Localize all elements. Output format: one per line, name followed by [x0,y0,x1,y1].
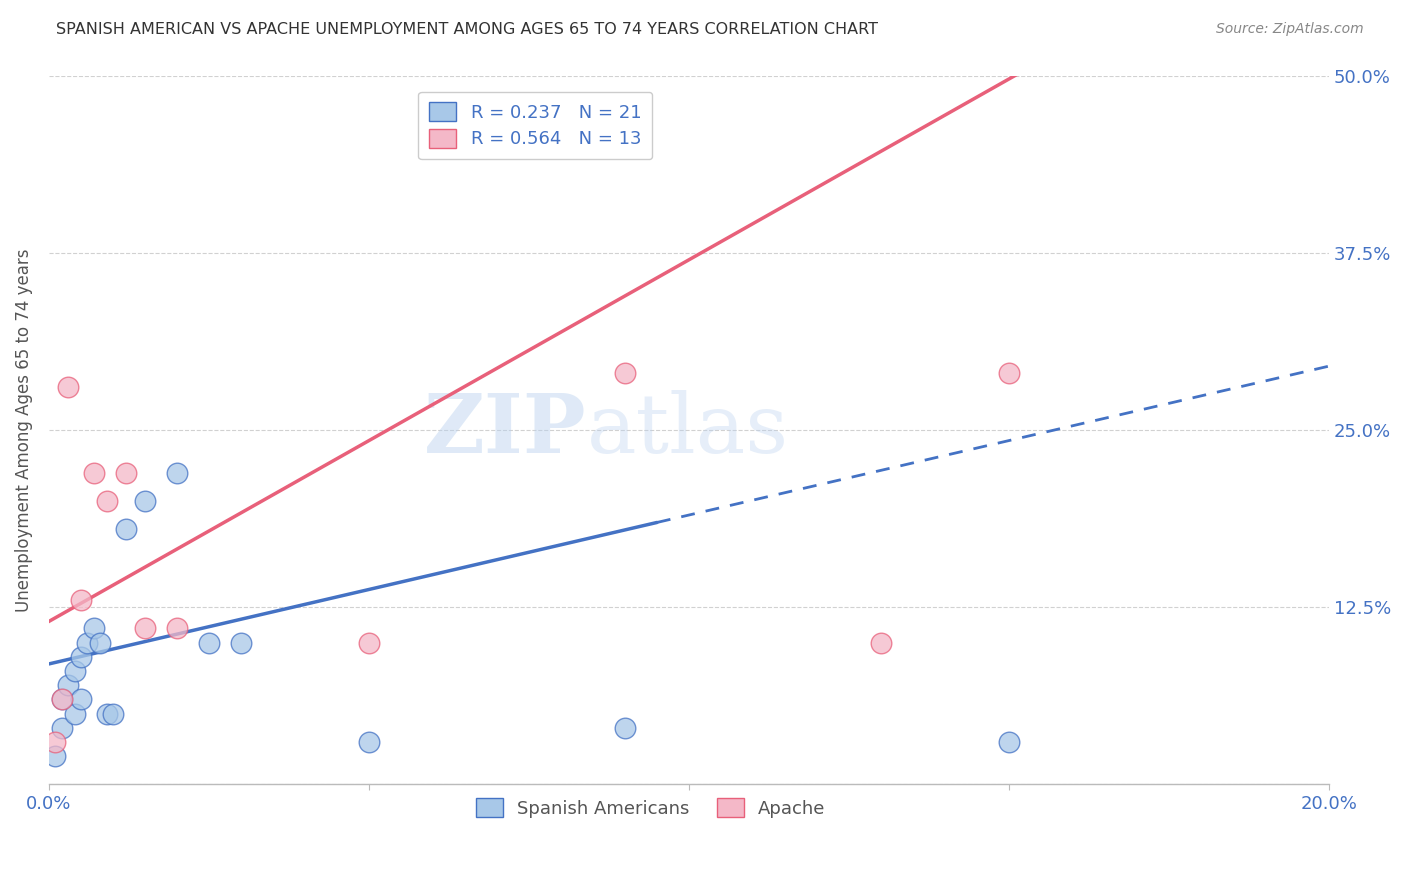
Point [114,522,136,536]
Point [70,649,93,664]
Point [44,749,66,764]
Point [134,494,156,508]
Point [114,466,136,480]
Point [51,692,73,706]
Point [96,494,118,508]
Point [83,622,105,636]
Point [51,692,73,706]
Point [101,706,124,721]
Point [134,622,156,636]
Point [998,366,1021,380]
Point [56,380,79,394]
Point [56,678,79,692]
Point [166,622,188,636]
Point [613,366,636,380]
Point [613,721,636,735]
Point [89,635,111,649]
Point [198,635,221,649]
Text: Source: ZipAtlas.com: Source: ZipAtlas.com [1216,22,1364,37]
Point [998,735,1021,749]
Point [70,593,93,607]
Point [76,635,98,649]
Point [63,664,86,678]
Point [83,466,105,480]
Point [357,735,380,749]
Y-axis label: Unemployment Among Ages 65 to 74 years: Unemployment Among Ages 65 to 74 years [15,248,32,612]
Text: atlas: atlas [586,390,789,470]
Point [229,635,252,649]
Point [63,706,86,721]
Point [357,635,380,649]
Point [869,635,891,649]
Legend: Spanish Americans, Apache: Spanish Americans, Apache [468,791,832,825]
Point [44,735,66,749]
Text: SPANISH AMERICAN VS APACHE UNEMPLOYMENT AMONG AGES 65 TO 74 YEARS CORRELATION CH: SPANISH AMERICAN VS APACHE UNEMPLOYMENT … [56,22,879,37]
Point [96,706,118,721]
Point [70,692,93,706]
Text: ZIP: ZIP [423,390,586,470]
Point [166,466,188,480]
Point [51,721,73,735]
